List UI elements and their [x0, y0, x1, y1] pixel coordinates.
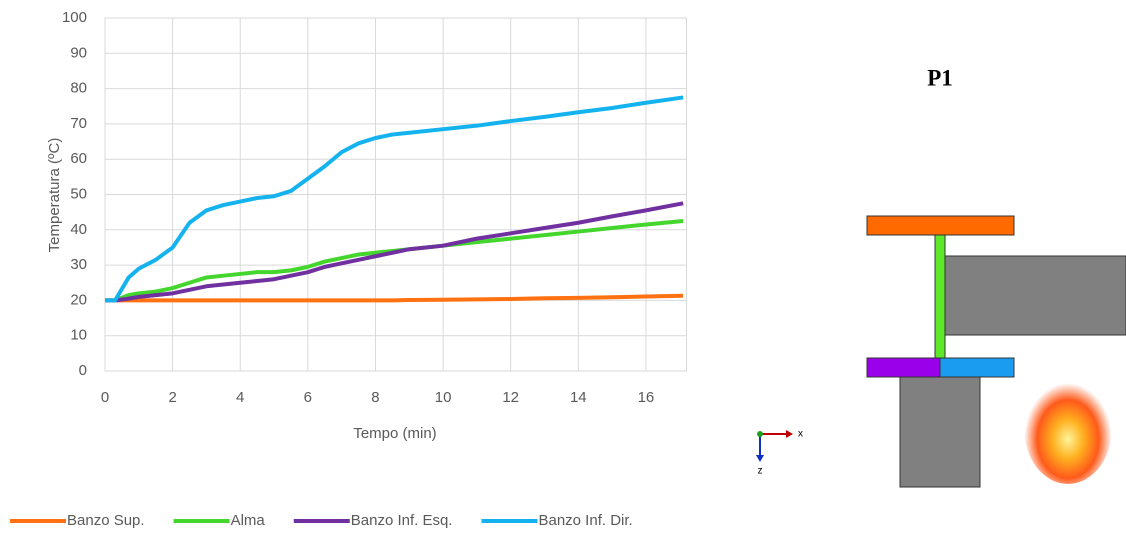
series-line	[105, 95, 684, 303]
axis-x-label: x	[798, 429, 803, 440]
axis-x-head	[786, 430, 793, 438]
series-line	[105, 293, 684, 303]
y-tick-label: 0	[79, 362, 87, 379]
axis-z-head	[756, 455, 764, 462]
legend-label: Banzo Sup.	[67, 512, 145, 529]
column	[899, 376, 981, 488]
x-tick-label: 8	[371, 389, 379, 406]
legend-label: Alma	[231, 512, 266, 529]
series-line	[105, 218, 684, 303]
x-tick-label: 2	[168, 389, 176, 406]
x-tick-label: 12	[502, 389, 519, 406]
web	[934, 234, 946, 359]
legend-label: Banzo Inf. Dir.	[538, 512, 632, 529]
fire	[1024, 372, 1112, 484]
diagram-title: P1	[927, 65, 953, 90]
y-tick-label: 100	[62, 9, 87, 26]
legend-label: Banzo Inf. Esq.	[351, 512, 453, 529]
plot-area: 0 10 20 30 40 50 60 70 80 90 100 0 2 4 6 8 10 12 14 16	[62, 9, 687, 406]
x-axis-label: Tempo (min)	[353, 425, 436, 442]
y-tick-label: 40	[70, 221, 87, 238]
y-tick-label: 10	[70, 327, 87, 344]
y-tick-label: 80	[70, 80, 87, 97]
top-flange	[866, 215, 1015, 236]
y-axis-label: Temperatura (ºC)	[46, 138, 63, 253]
axis-origin	[757, 431, 763, 437]
axis-z-label: z	[758, 466, 763, 477]
x-tick-label: 4	[236, 389, 244, 406]
x-tick-label: 14	[570, 389, 587, 406]
diagram: P1 x z	[756, 65, 1126, 488]
y-tick-label: 20	[70, 291, 87, 308]
series-line	[105, 201, 684, 303]
y-tick-label: 70	[70, 115, 87, 132]
x-tick-label: 6	[304, 389, 312, 406]
y-tick-label: 30	[70, 256, 87, 273]
y-tick-label: 90	[70, 44, 87, 61]
legend: Banzo Sup. Alma Banzo Inf. Esq. Banzo Inf. …	[10, 512, 633, 529]
y-tick-label: 50	[70, 185, 87, 202]
beam	[944, 255, 1126, 336]
bottom-flange-left	[866, 357, 941, 378]
bottom-flange-right	[939, 357, 1015, 378]
x-tick-label: 16	[638, 389, 655, 406]
plot-border	[104, 17, 687, 372]
x-tick-label: 0	[101, 389, 109, 406]
y-tick-label: 60	[70, 150, 87, 167]
x-tick-label: 10	[435, 389, 452, 406]
